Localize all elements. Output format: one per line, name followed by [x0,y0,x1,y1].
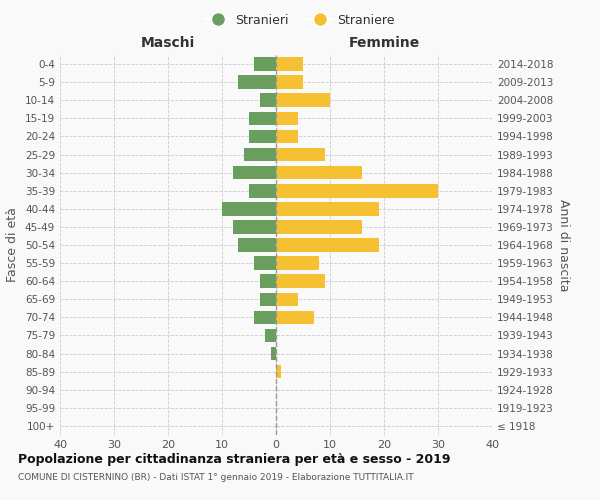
Y-axis label: Fasce di età: Fasce di età [7,208,19,282]
Bar [233,220,276,234]
Bar [276,310,314,324]
Bar [249,112,276,125]
Bar [233,166,276,179]
Bar [276,166,362,179]
Bar [276,365,281,378]
Text: COMUNE DI CISTERNINO (BR) - Dati ISTAT 1° gennaio 2019 - Elaborazione TUTTITALIA: COMUNE DI CISTERNINO (BR) - Dati ISTAT 1… [18,472,413,482]
Bar [244,148,276,162]
Text: Femmine: Femmine [349,36,419,50]
Bar [249,130,276,143]
Bar [260,292,276,306]
Bar [276,238,379,252]
Bar [260,274,276,288]
Bar [222,202,276,215]
Bar [276,274,325,288]
Bar [276,220,362,234]
Legend: Stranieri, Straniere: Stranieri, Straniere [200,8,400,32]
Bar [260,94,276,107]
Text: Maschi: Maschi [141,36,195,50]
Bar [271,347,276,360]
Bar [238,76,276,89]
Bar [254,256,276,270]
Bar [276,256,319,270]
Bar [276,202,379,215]
Bar [276,184,438,198]
Bar [254,58,276,71]
Bar [276,76,303,89]
Bar [276,292,298,306]
Bar [238,238,276,252]
Bar [265,328,276,342]
Bar [276,130,298,143]
Bar [276,148,325,162]
Bar [276,94,330,107]
Bar [276,58,303,71]
Bar [276,112,298,125]
Bar [249,184,276,198]
Text: Popolazione per cittadinanza straniera per età e sesso - 2019: Popolazione per cittadinanza straniera p… [18,452,451,466]
Bar [254,310,276,324]
Y-axis label: Anni di nascita: Anni di nascita [557,198,570,291]
